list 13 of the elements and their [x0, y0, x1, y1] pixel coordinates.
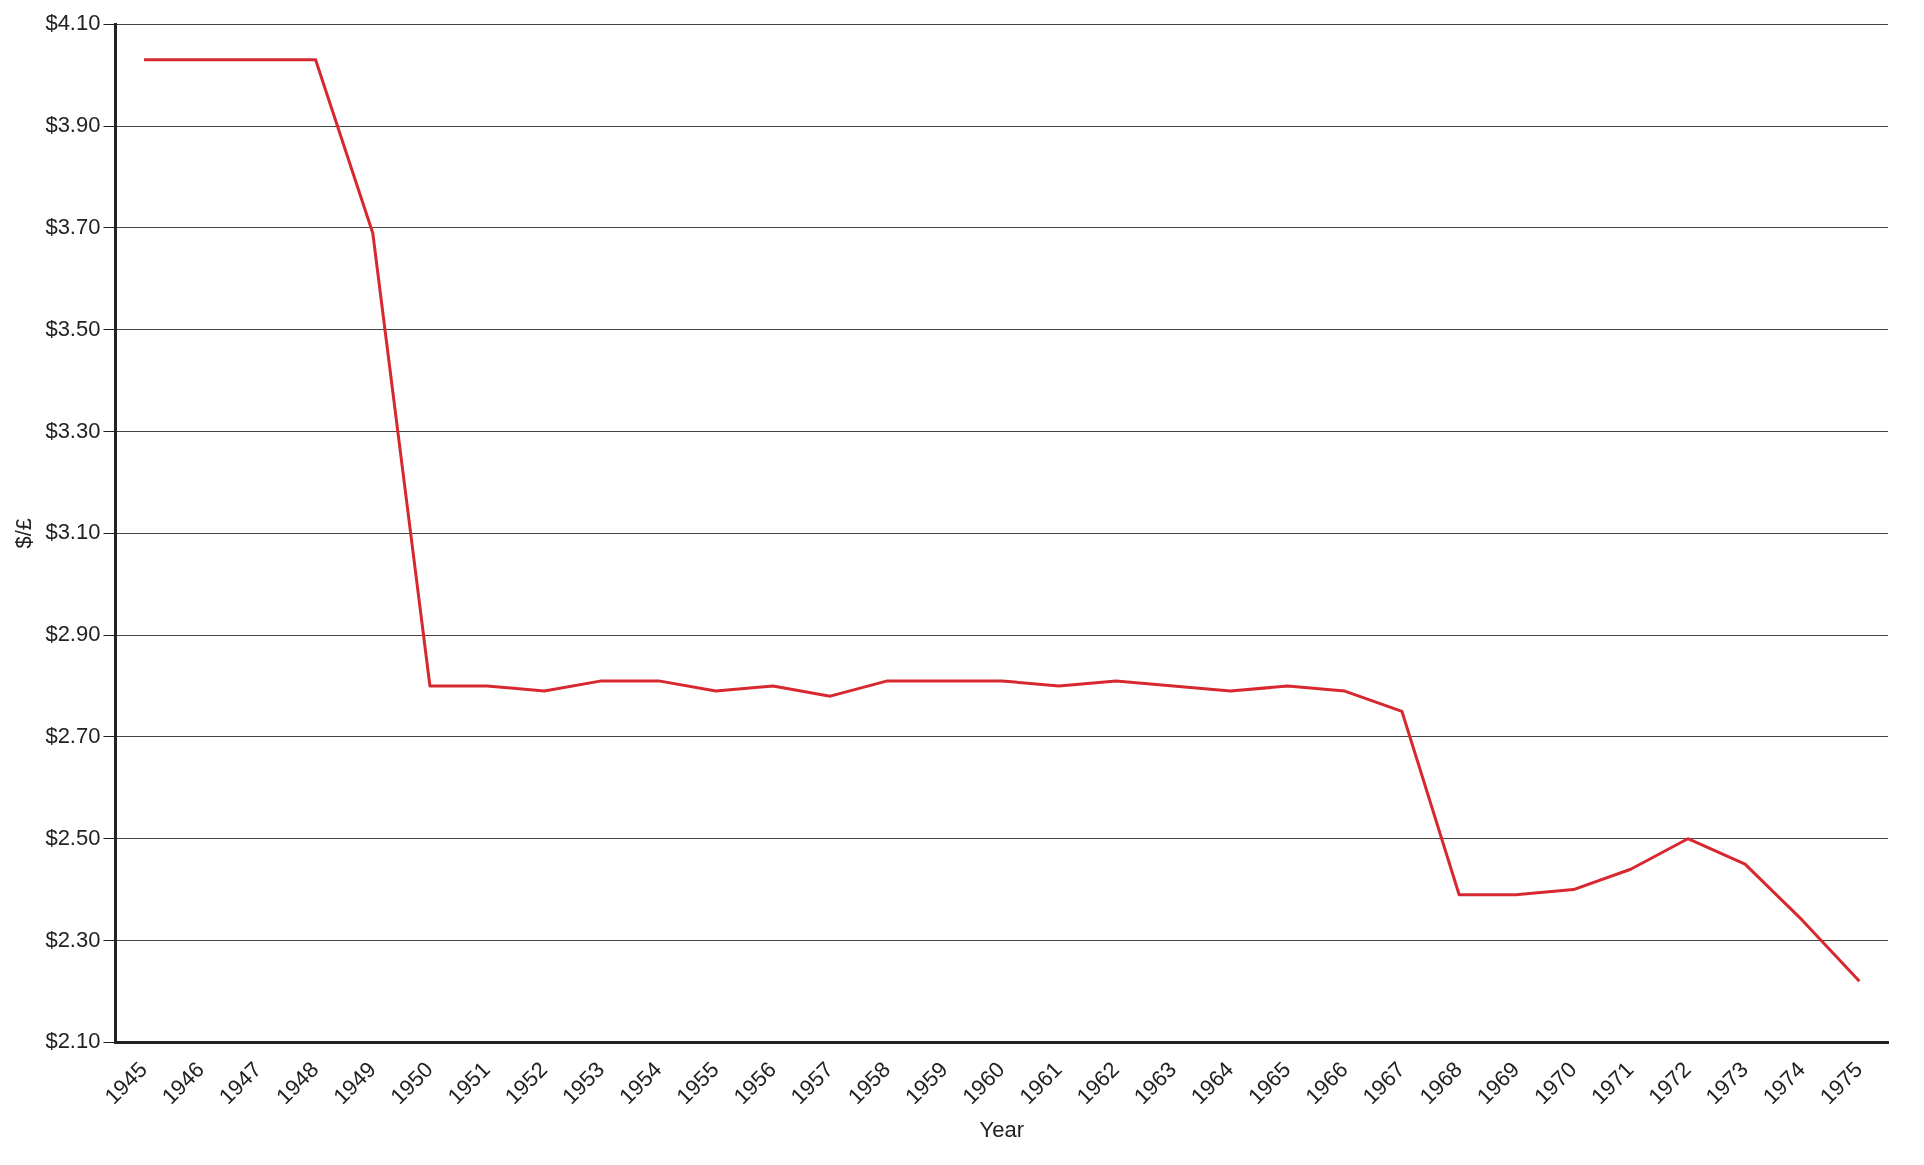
y-tick-label: $3.30	[45, 417, 101, 443]
y-tick-label: $3.10	[45, 519, 101, 545]
y-tick-label: $3.70	[45, 213, 101, 239]
y-tick-label: $3.50	[45, 315, 101, 341]
y-tick-label: $4.10	[45, 10, 101, 36]
y-tick-label: $2.30	[45, 926, 101, 952]
y-tick-label: $2.90	[45, 621, 101, 647]
y-tick-label: $2.50	[45, 824, 101, 850]
x-axis-title: Year	[979, 1116, 1024, 1142]
y-tick-label: $2.70	[45, 722, 101, 748]
y-axis-title: $/£	[11, 517, 37, 549]
y-tick-label: $3.90	[45, 112, 101, 138]
y-tick-label: $2.10	[45, 1028, 101, 1054]
